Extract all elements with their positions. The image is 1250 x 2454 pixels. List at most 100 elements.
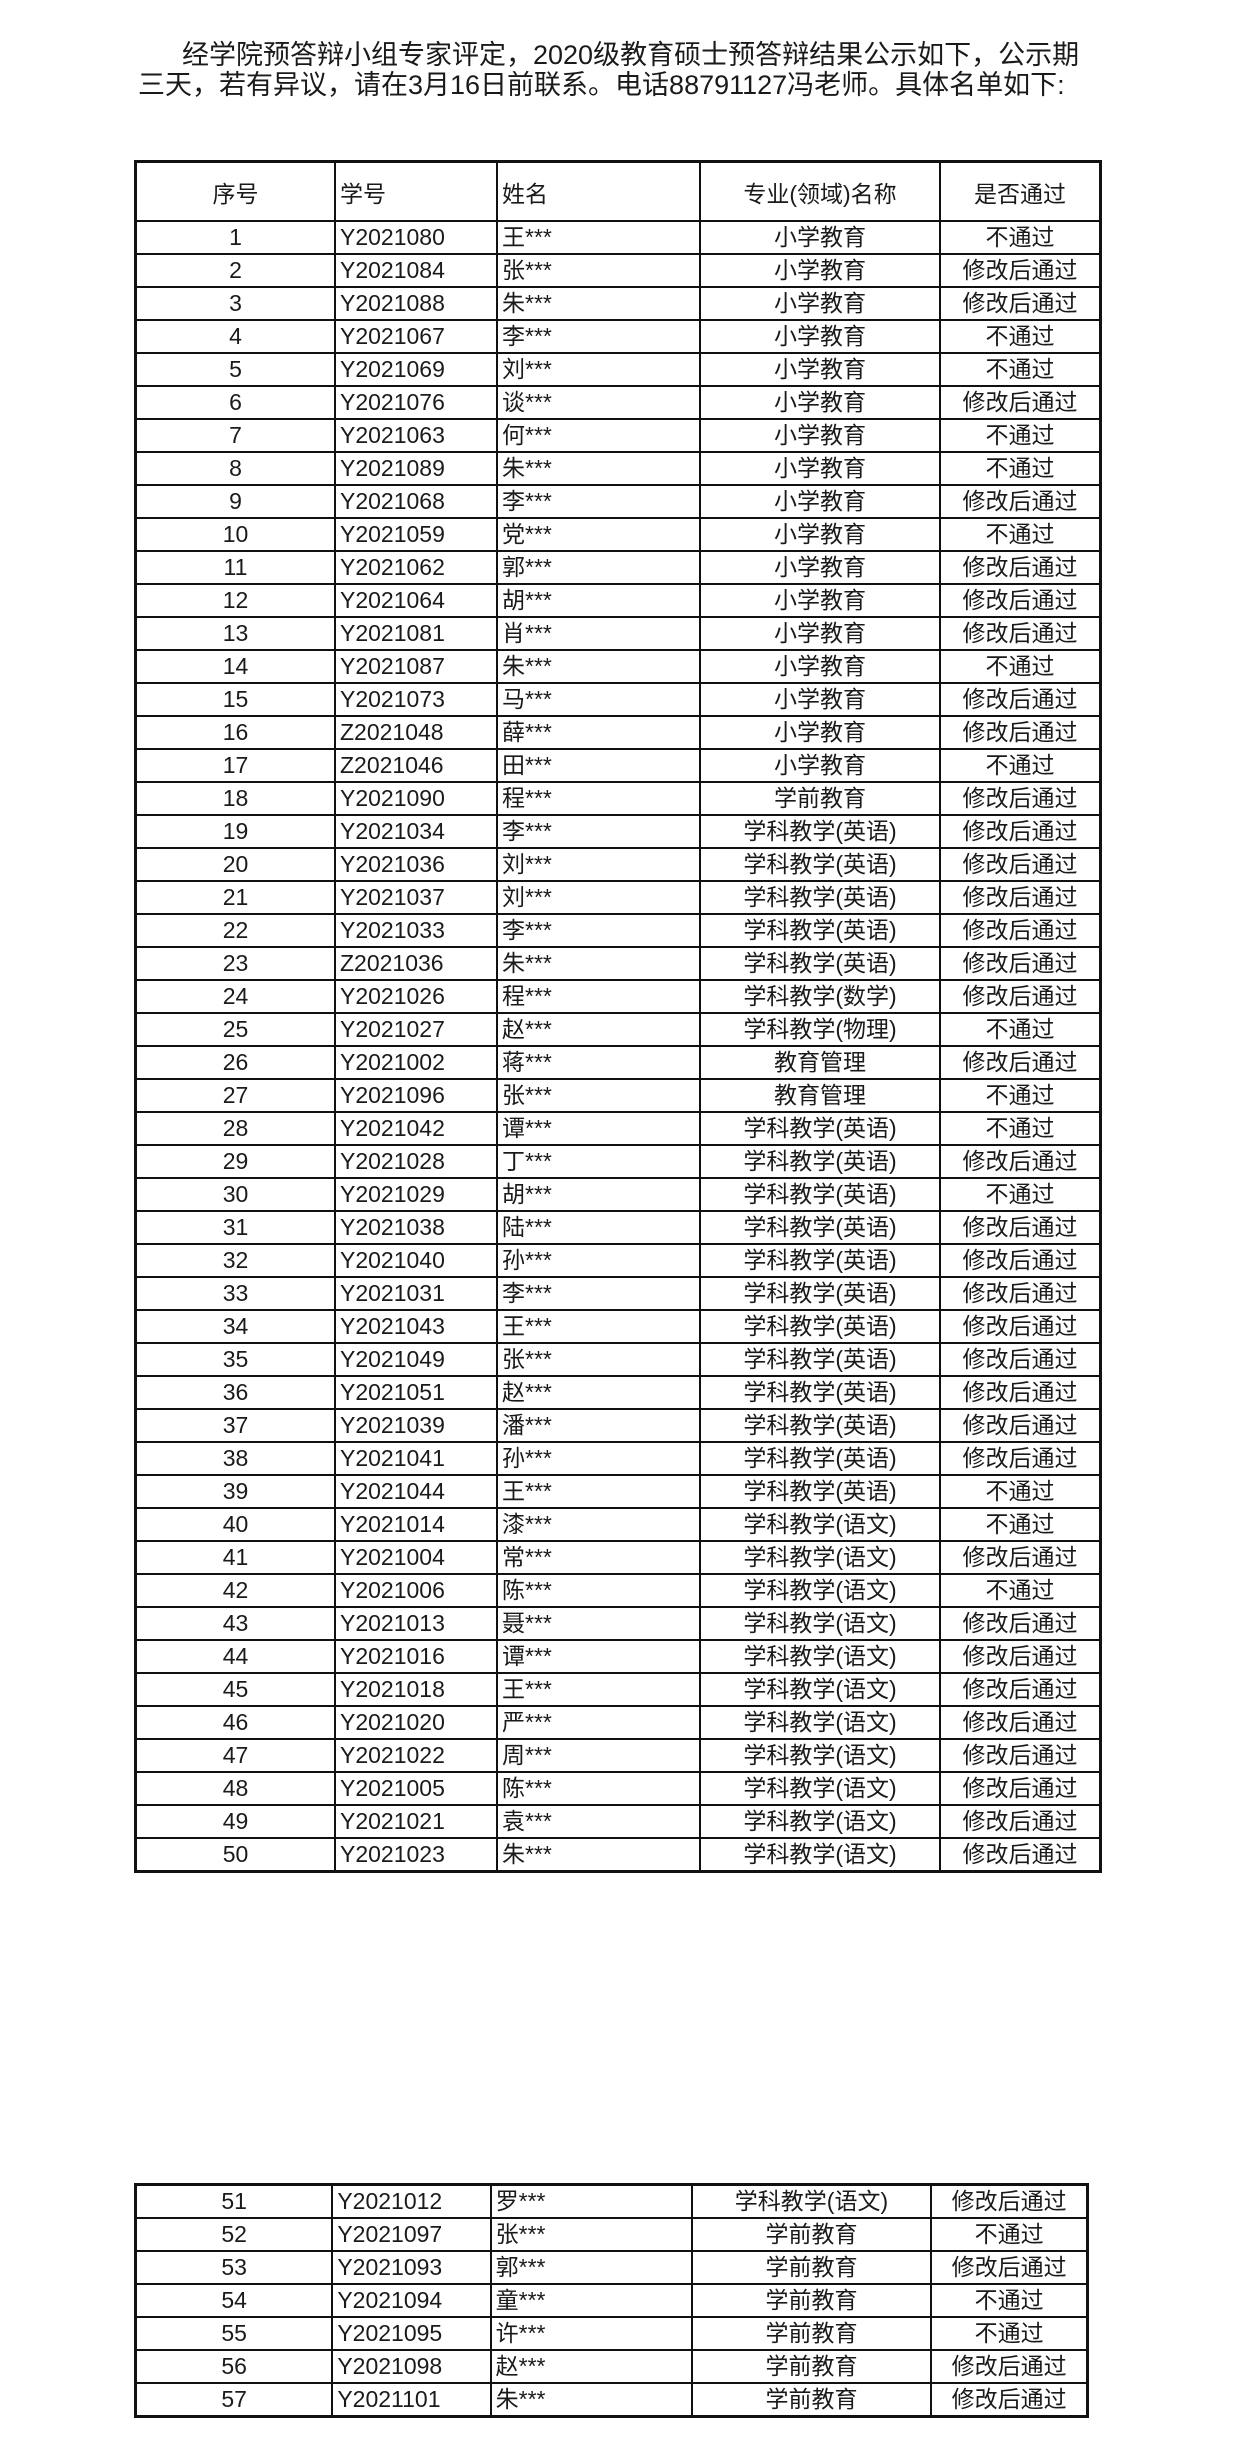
table-row: 15 Y2021073 马*** 小学教育 修改后通过 <box>134 682 1102 717</box>
intro-paragraph: 经学院预答辩小组专家评定，2020级教育硕士预答辩结果公示如下，公示期三天，若有… <box>138 40 1098 100</box>
cell-result: 不通过 <box>939 1012 1102 1047</box>
results-table-continued: 51 Y2021012 罗*** 学科教学(语文) 修改后通过 52 Y2021097 张**… <box>134 2183 1089 2418</box>
cell-name: 刘*** <box>496 880 701 915</box>
cell-result: 不通过 <box>939 1507 1102 1542</box>
cell-major: 小学教育 <box>699 220 941 255</box>
cell-result: 修改后通过 <box>939 1342 1102 1377</box>
cell-result: 不通过 <box>939 649 1102 684</box>
cell-result: 修改后通过 <box>939 814 1102 849</box>
cell-student-id: Y2021041 <box>334 1441 498 1476</box>
cell-index: 5 <box>134 352 336 387</box>
cell-major: 小学教育 <box>699 385 941 420</box>
cell-index: 20 <box>134 847 336 882</box>
cell-index: 46 <box>134 1705 336 1740</box>
cell-student-id: Y2021101 <box>331 2382 492 2418</box>
table-row: 6 Y2021076 谈*** 小学教育 修改后通过 <box>134 385 1102 420</box>
table-row: 40 Y2021014 漆*** 学科教学(语文) 不通过 <box>134 1507 1102 1542</box>
cell-index: 29 <box>134 1144 336 1179</box>
table-row: 43 Y2021013 聂*** 学科教学(语文) 修改后通过 <box>134 1606 1102 1641</box>
cell-name: 潘*** <box>496 1408 701 1443</box>
cell-student-id: Y2021098 <box>331 2349 492 2384</box>
cell-result: 修改后通过 <box>939 1276 1102 1311</box>
cell-major: 学科教学(语文) <box>699 1771 941 1806</box>
cell-result: 修改后通过 <box>930 2349 1089 2384</box>
cell-student-id: Y2021043 <box>334 1309 498 1344</box>
cell-result: 不通过 <box>939 319 1102 354</box>
table-row: 47 Y2021022 周*** 学科教学(语文) 修改后通过 <box>134 1738 1102 1773</box>
cell-result: 不通过 <box>939 1573 1102 1608</box>
cell-major: 小学教育 <box>699 616 941 651</box>
cell-result: 修改后通过 <box>939 1606 1102 1641</box>
header-pass: 是否通过 <box>939 160 1102 222</box>
cell-student-id: Y2021027 <box>334 1012 498 1047</box>
table-row: 23 Z2021036 朱*** 学科教学(英语) 修改后通过 <box>134 946 1102 981</box>
cell-student-id: Y2021089 <box>334 451 498 486</box>
cell-major: 学科教学(语文) <box>690 2183 933 2219</box>
cell-major: 小学教育 <box>699 748 941 783</box>
cell-student-id: Y2021073 <box>334 682 498 717</box>
cell-name: 程*** <box>496 781 701 816</box>
cell-name: 李*** <box>496 913 701 948</box>
cell-result: 不通过 <box>939 1078 1102 1113</box>
cell-student-id: Y2021018 <box>334 1672 498 1707</box>
cell-major: 学科教学(英语) <box>699 880 941 915</box>
cell-result: 修改后通过 <box>930 2183 1089 2219</box>
cell-student-id: Z2021036 <box>334 946 498 981</box>
cell-index: 28 <box>134 1111 336 1146</box>
cell-result: 修改后通过 <box>939 286 1102 321</box>
table-row: 14 Y2021087 朱*** 小学教育 不通过 <box>134 649 1102 684</box>
cell-student-id: Y2021029 <box>334 1177 498 1212</box>
table-header: 序号 学号 姓名 专业(领域)名称 是否通过 <box>134 160 1102 222</box>
cell-result: 修改后通过 <box>939 979 1102 1014</box>
cell-result: 修改后通过 <box>939 583 1102 618</box>
cell-result: 修改后通过 <box>939 1804 1102 1839</box>
cell-student-id: Y2021081 <box>334 616 498 651</box>
table-row: 45 Y2021018 王*** 学科教学(语文) 修改后通过 <box>134 1672 1102 1707</box>
cell-student-id: Y2021040 <box>334 1243 498 1278</box>
cell-name: 谭*** <box>496 1639 701 1674</box>
table-row: 44 Y2021016 谭*** 学科教学(语文) 修改后通过 <box>134 1639 1102 1674</box>
cell-student-id: Y2021026 <box>334 979 498 1014</box>
cell-student-id: Y2021094 <box>331 2283 492 2318</box>
table-row: 18 Y2021090 程*** 学前教育 修改后通过 <box>134 781 1102 816</box>
cell-student-id: Y2021059 <box>334 517 498 552</box>
cell-index: 16 <box>134 715 336 750</box>
table-row: 50 Y2021023 朱*** 学科教学(语文) 修改后通过 <box>134 1837 1102 1873</box>
cell-student-id: Y2021038 <box>334 1210 498 1245</box>
cell-major: 学科教学(语文) <box>699 1573 941 1608</box>
cell-result: 修改后通过 <box>939 616 1102 651</box>
cell-result: 不通过 <box>939 418 1102 453</box>
cell-result: 修改后通过 <box>939 1210 1102 1245</box>
cell-result: 修改后通过 <box>930 2382 1089 2418</box>
cell-index: 22 <box>134 913 336 948</box>
cell-major: 学前教育 <box>690 2250 933 2285</box>
cell-name: 严*** <box>496 1705 701 1740</box>
cell-result: 修改后通过 <box>939 1639 1102 1674</box>
table-row: 20 Y2021036 刘*** 学科教学(英语) 修改后通过 <box>134 847 1102 882</box>
table-row: 30 Y2021029 胡*** 学科教学(英语) 不通过 <box>134 1177 1102 1212</box>
table-row: 22 Y2021033 李*** 学科教学(英语) 修改后通过 <box>134 913 1102 948</box>
cell-index: 40 <box>134 1507 336 1542</box>
cell-name: 张*** <box>496 1078 701 1113</box>
cell-result: 修改后通过 <box>939 682 1102 717</box>
cell-name: 薛*** <box>496 715 701 750</box>
cell-index: 27 <box>134 1078 336 1113</box>
table-row: 57 Y2021101 朱*** 学前教育 修改后通过 <box>134 2382 1089 2418</box>
cell-index: 1 <box>134 220 336 255</box>
cell-major: 学科教学(英语) <box>699 1441 941 1476</box>
cell-name: 张*** <box>489 2217 693 2252</box>
cell-student-id: Y2021039 <box>334 1408 498 1443</box>
cell-name: 王*** <box>496 220 701 255</box>
cell-student-id: Y2021062 <box>334 550 498 585</box>
header-major: 专业(领域)名称 <box>699 160 941 222</box>
cell-student-id: Y2021084 <box>334 253 498 288</box>
cell-student-id: Z2021046 <box>334 748 498 783</box>
cell-major: 学科教学(英语) <box>699 1243 941 1278</box>
cell-major: 学科教学(英语) <box>699 913 941 948</box>
table-row: 53 Y2021093 郭*** 学前教育 修改后通过 <box>134 2250 1089 2285</box>
table-row: 36 Y2021051 赵*** 学科教学(英语) 修改后通过 <box>134 1375 1102 1410</box>
cell-index: 39 <box>134 1474 336 1509</box>
cell-index: 21 <box>134 880 336 915</box>
cell-major: 学科教学(语文) <box>699 1738 941 1773</box>
cell-name: 朱*** <box>496 946 701 981</box>
